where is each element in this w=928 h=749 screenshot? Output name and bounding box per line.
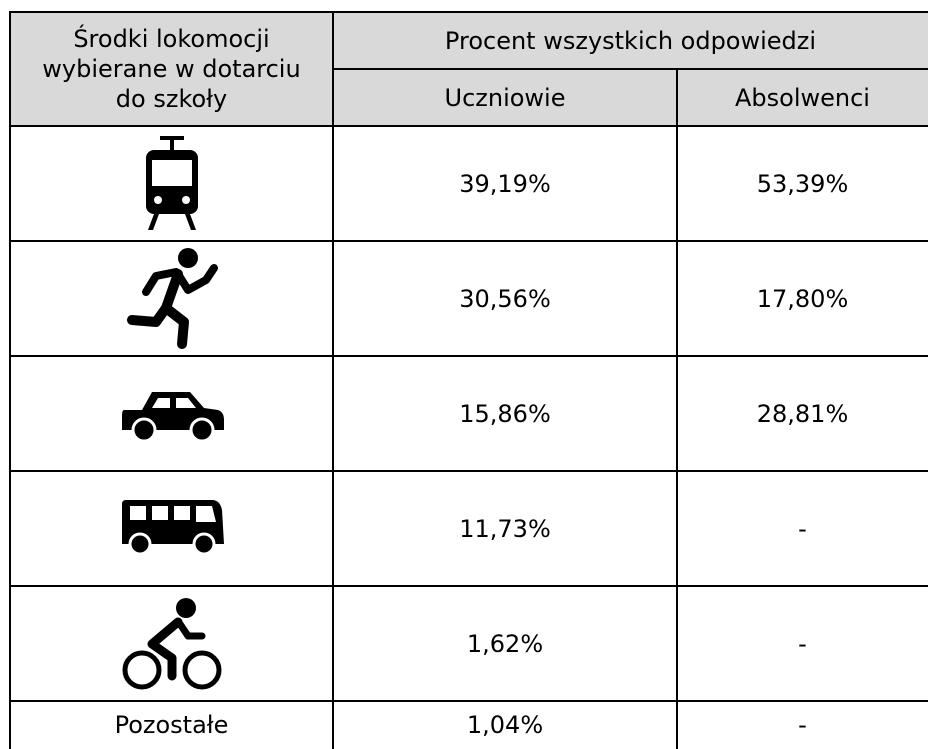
border [10,470,928,472]
cell: 1,04% [466,711,544,739]
cell: 11,73% [459,514,551,543]
cell: - [798,514,807,543]
bicycle-icon [122,598,222,690]
border [9,11,11,749]
header-column: Uczniowie [333,69,677,126]
cell: - [798,629,807,658]
border [10,355,928,357]
border [10,125,928,127]
cell: 15,86% [459,399,551,428]
border [10,11,928,13]
border [10,700,928,702]
header-column: Absolwenci [677,69,928,126]
cell: 53,39% [756,169,849,198]
border [676,68,678,749]
header-group: Procent wszystkich odpowiedzi [333,12,928,69]
cell: 17,80% [756,284,849,313]
cell: - [798,711,807,739]
cell: 1,62% [466,629,544,658]
row-label: Pozostałe [114,711,229,739]
runner-icon [127,248,218,349]
border [333,68,928,70]
cell: 28,81% [756,399,849,428]
header-mode: Środki lokomocji wybierane w dotarciu do… [10,12,333,126]
bus-icon [122,500,224,556]
border [10,240,928,242]
cell: 39,19% [459,169,551,198]
tram-icon [146,136,198,230]
car-icon [122,392,224,442]
border [332,11,334,749]
cell: 30,56% [459,284,551,313]
border [10,585,928,587]
